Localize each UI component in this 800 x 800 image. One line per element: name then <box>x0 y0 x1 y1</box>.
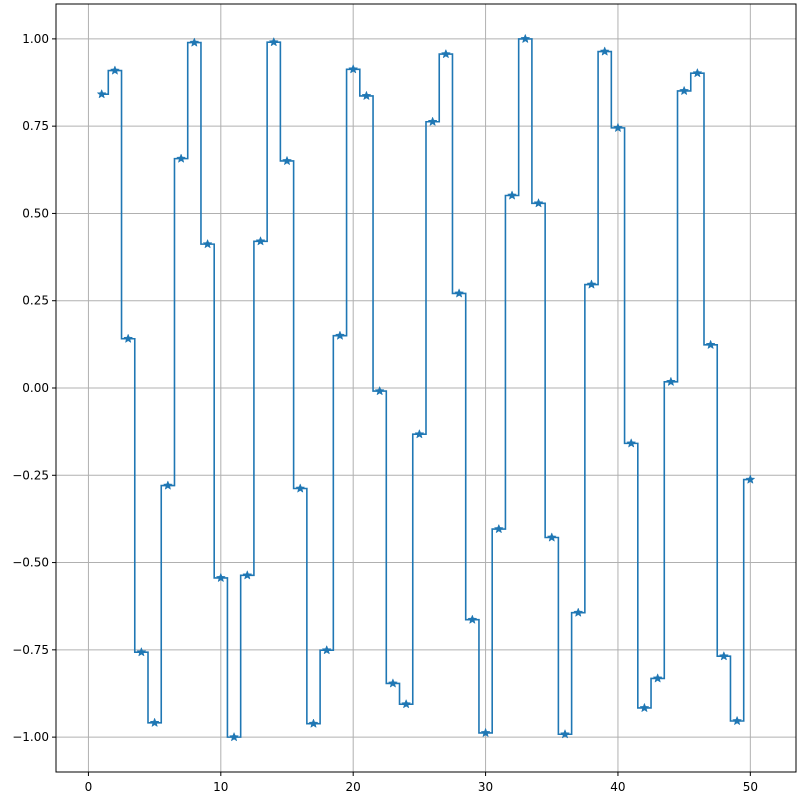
star-marker <box>362 91 371 99</box>
star-marker <box>706 340 715 348</box>
star-marker <box>587 280 596 288</box>
x-tick-label: 0 <box>85 780 93 794</box>
star-marker <box>124 334 133 342</box>
star-marker <box>309 719 318 727</box>
star-marker <box>336 331 345 339</box>
star-marker <box>640 703 649 711</box>
star-marker <box>428 117 437 125</box>
star-marker <box>177 154 186 162</box>
star-marker <box>296 484 305 492</box>
axis-ticks: 0 10 20 30 40 50 −1.00 −0.75 −0.50 −0.25 0.00 0.25 0… <box>12 32 758 794</box>
star-marker <box>243 571 252 579</box>
star-marker <box>111 66 120 74</box>
star-marker <box>97 90 106 98</box>
star-marker <box>455 289 464 297</box>
star-marker <box>521 34 530 42</box>
star-marker <box>653 674 662 682</box>
star-marker <box>322 646 331 654</box>
star-marker <box>494 524 503 532</box>
y-tick-label: 1.00 <box>22 32 49 46</box>
star-marker <box>203 240 212 248</box>
star-marker <box>389 679 398 687</box>
star-marker <box>719 652 728 660</box>
star-marker <box>283 156 292 164</box>
star-marker <box>415 430 424 438</box>
x-tick-label: 40 <box>610 780 625 794</box>
star-marker <box>733 716 742 724</box>
star-marker <box>468 615 477 623</box>
y-tick-label: 0.00 <box>22 381 49 395</box>
y-tick-label: 0.25 <box>22 294 49 308</box>
y-tick-label: −0.50 <box>12 556 49 570</box>
y-tick-label: −0.75 <box>12 643 49 657</box>
star-marker <box>534 199 543 207</box>
x-tick-label: 50 <box>743 780 758 794</box>
star-marker <box>402 700 411 708</box>
x-tick-label: 10 <box>213 780 228 794</box>
y-tick-label: −0.25 <box>12 468 49 482</box>
y-tick-label: 0.75 <box>22 119 49 133</box>
star-marker <box>600 47 609 55</box>
star-marker <box>693 69 702 77</box>
x-tick-label: 30 <box>478 780 493 794</box>
star-marker <box>137 648 146 656</box>
star-marker <box>230 733 239 741</box>
star-marker <box>667 377 676 385</box>
star-marker <box>574 608 583 616</box>
star-marker <box>680 86 689 94</box>
star-marker <box>547 533 556 541</box>
y-tick-label: −1.00 <box>12 730 49 744</box>
y-tick-label: 0.50 <box>22 206 49 220</box>
x-tick-label: 20 <box>346 780 361 794</box>
star-marker <box>508 191 517 199</box>
star-marker <box>256 237 265 245</box>
star-marker <box>163 481 172 489</box>
star-marker <box>627 439 636 447</box>
star-marker <box>150 718 159 726</box>
star-marker <box>441 50 450 58</box>
